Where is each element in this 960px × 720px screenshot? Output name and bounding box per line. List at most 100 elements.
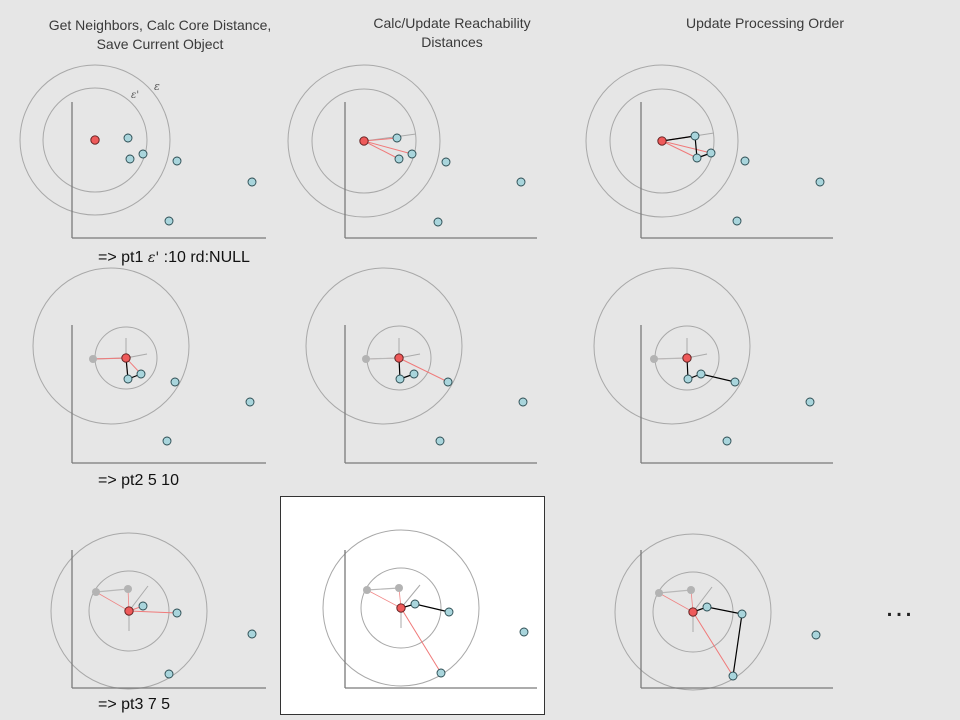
r3c2-data-point-3 xyxy=(436,668,446,678)
r2c2-reachability-line-0 xyxy=(398,357,449,383)
r1c1-epsilon-circle xyxy=(19,64,171,216)
r2c3-data-point-4 xyxy=(722,436,732,446)
r1c3-epsilon-circle xyxy=(585,64,739,218)
r3c2-radius-marker-0 xyxy=(400,584,421,609)
r1c3-reachability-line-1 xyxy=(661,140,712,154)
r1c2-reachability-line-1 xyxy=(363,140,413,155)
r2c3-processed-point-0 xyxy=(650,355,658,363)
r3c1-current-point xyxy=(124,606,134,616)
r1c3-data-point-3 xyxy=(740,156,750,166)
r3c1-processed-point-1 xyxy=(124,585,132,593)
epsilon-prime-label: ε' xyxy=(131,90,139,101)
r2c2-data-point-2 xyxy=(443,377,453,387)
title-reachability: Calc/Update Reachability Distances xyxy=(373,15,531,50)
r3c3-data-point-3 xyxy=(728,671,738,681)
r2c2-data-point-1 xyxy=(395,374,405,384)
r1c2-data-point-4 xyxy=(516,177,526,187)
r1c3-core-distance-circle xyxy=(609,88,715,194)
r3c2-processed-link-0-0 xyxy=(366,589,402,609)
r3c2-epsilon-circle xyxy=(322,529,480,687)
row-caption-1-epsilon: ε' xyxy=(147,250,160,266)
r3c2-processed-point-0 xyxy=(363,586,371,594)
r3c3-processed-point-1 xyxy=(687,586,695,594)
r2c3-current-point xyxy=(682,353,692,363)
r1c2-data-point-2 xyxy=(394,154,404,164)
row-caption-3-text: => pt3 7 5 xyxy=(98,696,171,713)
r3c1-data-point-0 xyxy=(138,601,148,611)
r1c3-data-point-0 xyxy=(690,131,700,141)
r1c2-data-point-3 xyxy=(441,157,451,167)
r1c1-data-point-3 xyxy=(172,156,182,166)
r2c1-reachability-line-0 xyxy=(92,357,127,360)
r1c1-data-point-0 xyxy=(123,133,133,143)
r2c3-data-point-3 xyxy=(805,397,815,407)
r1c3-data-point-5 xyxy=(732,216,742,226)
r3c3-reachability-line-0 xyxy=(692,611,734,677)
r1c1-data-point-2 xyxy=(125,154,135,164)
r1c1-current-point xyxy=(90,135,100,145)
title-get-neighbors: Get Neighbors, Calc Core Distance, Save … xyxy=(48,17,272,52)
r1c3-data-point-1 xyxy=(706,148,716,158)
r2c2-data-point-4 xyxy=(435,436,445,446)
r3c3-current-point xyxy=(688,607,698,617)
row-caption-1-prefix: => pt1 xyxy=(98,249,148,266)
r1c2-reachability-line-0 xyxy=(363,137,398,142)
r1c1-data-point-4 xyxy=(247,177,257,187)
r1c3-processing-order-path xyxy=(661,135,712,159)
r1c3-current-point xyxy=(657,136,667,146)
r1c3-data-point-2 xyxy=(692,153,702,163)
r2c3-data-point-0 xyxy=(696,369,706,379)
r2c3-data-point-1 xyxy=(683,374,693,384)
r3c2-data-point-2 xyxy=(519,627,529,637)
r3c3-processed-link-0-0 xyxy=(658,592,694,613)
r3c1-data-point-1 xyxy=(172,608,182,618)
r1c2-core-distance-circle xyxy=(311,88,417,194)
continuation-ellipsis: … xyxy=(884,590,915,623)
r3c1-epsilon-circle xyxy=(50,532,208,690)
r3c3-data-point-1 xyxy=(737,609,747,619)
r1c3-data-point-4 xyxy=(815,177,825,187)
r3c1-processed-link-0-0 xyxy=(95,591,130,612)
r1c3-reachability-line-2 xyxy=(661,140,698,159)
r3c3-data-point-2 xyxy=(811,630,821,640)
r3c3-processing-order-path xyxy=(692,606,743,677)
r2c2-epsilon-circle xyxy=(305,267,463,425)
title-processing-order: Update Processing Order xyxy=(686,15,844,31)
r1c2-reachability-line-2 xyxy=(363,140,400,160)
r3c2-processed-path-1 xyxy=(366,587,400,591)
r3c2-reachability-line-0 xyxy=(400,607,442,674)
r2c2-processed-point-0 xyxy=(362,355,370,363)
r2c3-processed-edge-0 xyxy=(653,357,688,360)
row-caption-1-suffix: :10 rd:NULL xyxy=(159,249,250,266)
r1c2-data-point-0 xyxy=(392,133,402,143)
r1c2-epsilon-circle xyxy=(287,64,441,218)
r3c3-epsilon-circle xyxy=(614,533,772,691)
row-caption-3: => pt3 7 5 xyxy=(98,696,170,714)
r2c1-data-point-3 xyxy=(245,397,255,407)
r2c1-data-point-2 xyxy=(170,377,180,387)
r2c2-current-point xyxy=(394,353,404,363)
r3c2-data-point-0 xyxy=(410,599,420,609)
r3c1-processed-path-1 xyxy=(95,588,129,593)
r1c2-current-point xyxy=(359,136,369,146)
r2c1-processed-point-0 xyxy=(89,355,97,363)
r3c3-data-point-0 xyxy=(702,602,712,612)
r3c2-current-point xyxy=(396,603,406,613)
r3c1-processed-point-0 xyxy=(92,588,100,596)
row-caption-1: => pt1 ε' :10 rd:NULL xyxy=(98,249,250,267)
r3c1-core-distance-circle xyxy=(88,570,170,652)
r2c3-processing-order-path xyxy=(686,357,736,383)
r1c1-data-point-1 xyxy=(138,149,148,159)
r3c2-core-distance-circle xyxy=(360,567,442,649)
r3c1-reachability-line-1 xyxy=(128,610,178,614)
r3c3-processed-path-1 xyxy=(658,589,692,594)
r3c1-radius-marker-0 xyxy=(128,585,149,612)
r2c2-processed-edge-0 xyxy=(365,357,400,360)
r1c1-core-distance-circle xyxy=(42,87,148,193)
r1c2-data-point-1 xyxy=(407,149,417,159)
r2c1-epsilon-circle xyxy=(32,267,190,425)
r2c2-data-point-0 xyxy=(409,369,419,379)
r2c1-current-point xyxy=(121,353,131,363)
r2c1-data-point-1 xyxy=(123,374,133,384)
